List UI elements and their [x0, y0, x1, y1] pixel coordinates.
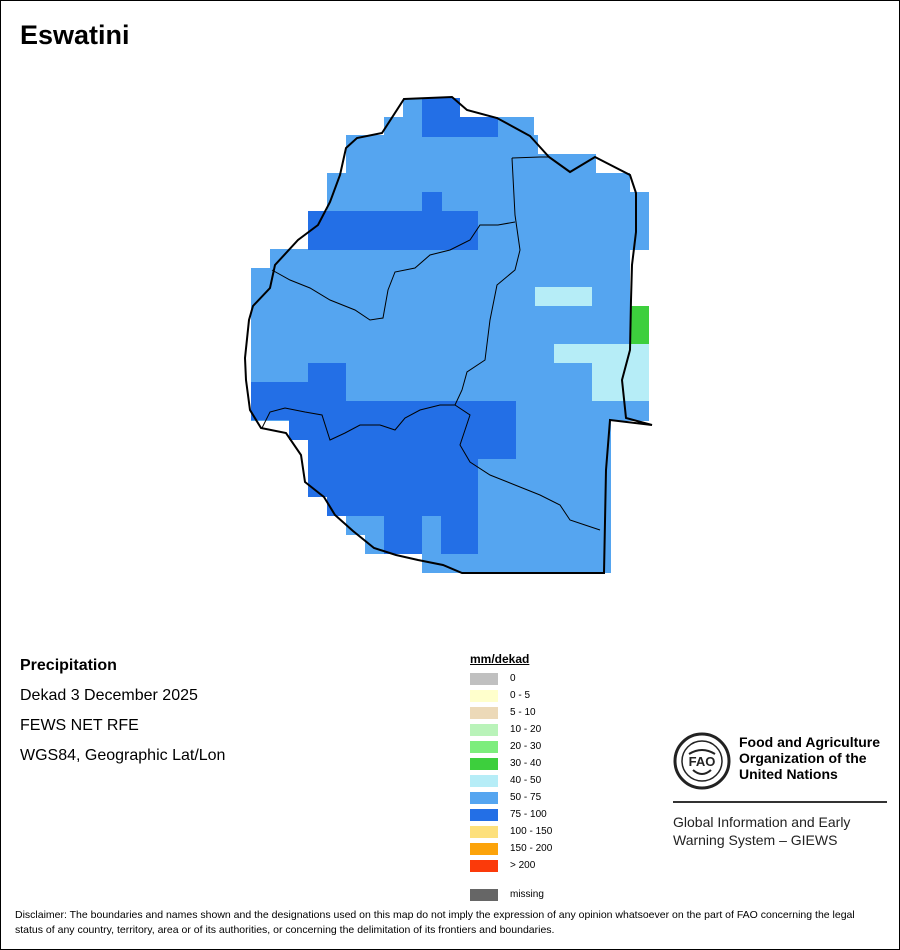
raster-cells: [251, 98, 649, 573]
legend-swatch: [470, 723, 498, 736]
legend: mm/dekad 0 0 - 5 5 - 10 10 - 20 20 - 30 30 - …: [470, 652, 552, 903]
giews-label: Global Information and Early Warning Sys…: [673, 813, 850, 849]
legend-label: missing: [510, 889, 544, 900]
legend-label: 0: [510, 673, 516, 684]
legend-swatch: [470, 672, 498, 685]
legend-swatch: [470, 689, 498, 702]
precipitation-map: [243, 95, 653, 574]
legend-swatch: [470, 808, 498, 821]
giews-line: Global Information and Early: [673, 814, 851, 830]
legend-swatch: [470, 740, 498, 753]
legend-title: mm/dekad: [470, 652, 530, 666]
country-boundary: [243, 95, 653, 574]
legend-label: 30 - 40: [510, 758, 542, 769]
legend-item: 30 - 40: [470, 755, 552, 772]
info-heading: Precipitation: [20, 657, 117, 674]
legend-item: 100 - 150: [470, 823, 552, 840]
fao-logo-icon: FAO: [673, 732, 731, 790]
legend-swatch: [470, 774, 498, 787]
map-info: Precipitation Dekad 3 December 2025 FEWS…: [20, 656, 225, 776]
legend-item: > 200: [470, 857, 552, 874]
giews-line: Warning System – GIEWS: [673, 832, 838, 848]
legend-swatch: [470, 825, 498, 838]
legend-label: 100 - 150: [510, 826, 553, 837]
fao-name: Food and Agriculture Organization of the…: [739, 734, 880, 782]
info-period: Dekad 3 December 2025: [20, 687, 198, 704]
divider: [673, 801, 887, 803]
admin-boundaries: [261, 156, 601, 531]
legend-swatch: [470, 791, 498, 804]
legend-label: 20 - 30: [510, 741, 542, 752]
legend-label: 150 - 200: [510, 843, 553, 854]
legend-item: 75 - 100: [470, 806, 552, 823]
fao-logo-text: FAO: [689, 754, 716, 769]
legend-item: 0 - 5: [470, 687, 552, 704]
map-title: Eswatini: [20, 20, 130, 50]
info-projection: WGS84, Geographic Lat/Lon: [20, 747, 226, 764]
legend-swatch: [470, 757, 498, 770]
legend-items: 0 0 - 5 5 - 10 10 - 20 20 - 30 30 - 40 40 - 50…: [470, 670, 552, 874]
legend-swatch: [470, 842, 498, 855]
legend-label: 40 - 50: [510, 775, 542, 786]
legend-swatch: [470, 706, 498, 719]
legend-item: 40 - 50: [470, 772, 552, 789]
legend-item: 5 - 10: [470, 704, 552, 721]
legend-item: 0: [470, 670, 552, 687]
legend-label: 5 - 10: [510, 707, 536, 718]
legend-item: 150 - 200: [470, 840, 552, 857]
legend-label: 75 - 100: [510, 809, 547, 820]
legend-swatch: [470, 888, 498, 901]
fao-name-line: Organization of the: [739, 750, 867, 766]
legend-label: 0 - 5: [510, 690, 531, 701]
legend-label: > 200: [510, 860, 536, 871]
fao-name-line: Food and Agriculture: [739, 734, 881, 750]
disclaimer: Disclaimer: The boundaries and names sho…: [15, 909, 855, 936]
info-source: FEWS NET RFE: [20, 717, 139, 734]
legend-item-missing: missing: [470, 886, 552, 903]
legend-label: 10 - 20: [510, 724, 542, 735]
legend-label: 50 - 75: [510, 792, 542, 803]
fao-name-line: United Nations: [739, 766, 838, 782]
legend-swatch: [470, 859, 498, 872]
legend-item: 50 - 75: [470, 789, 552, 806]
legend-item: 20 - 30: [470, 738, 552, 755]
legend-item: 10 - 20: [470, 721, 552, 738]
